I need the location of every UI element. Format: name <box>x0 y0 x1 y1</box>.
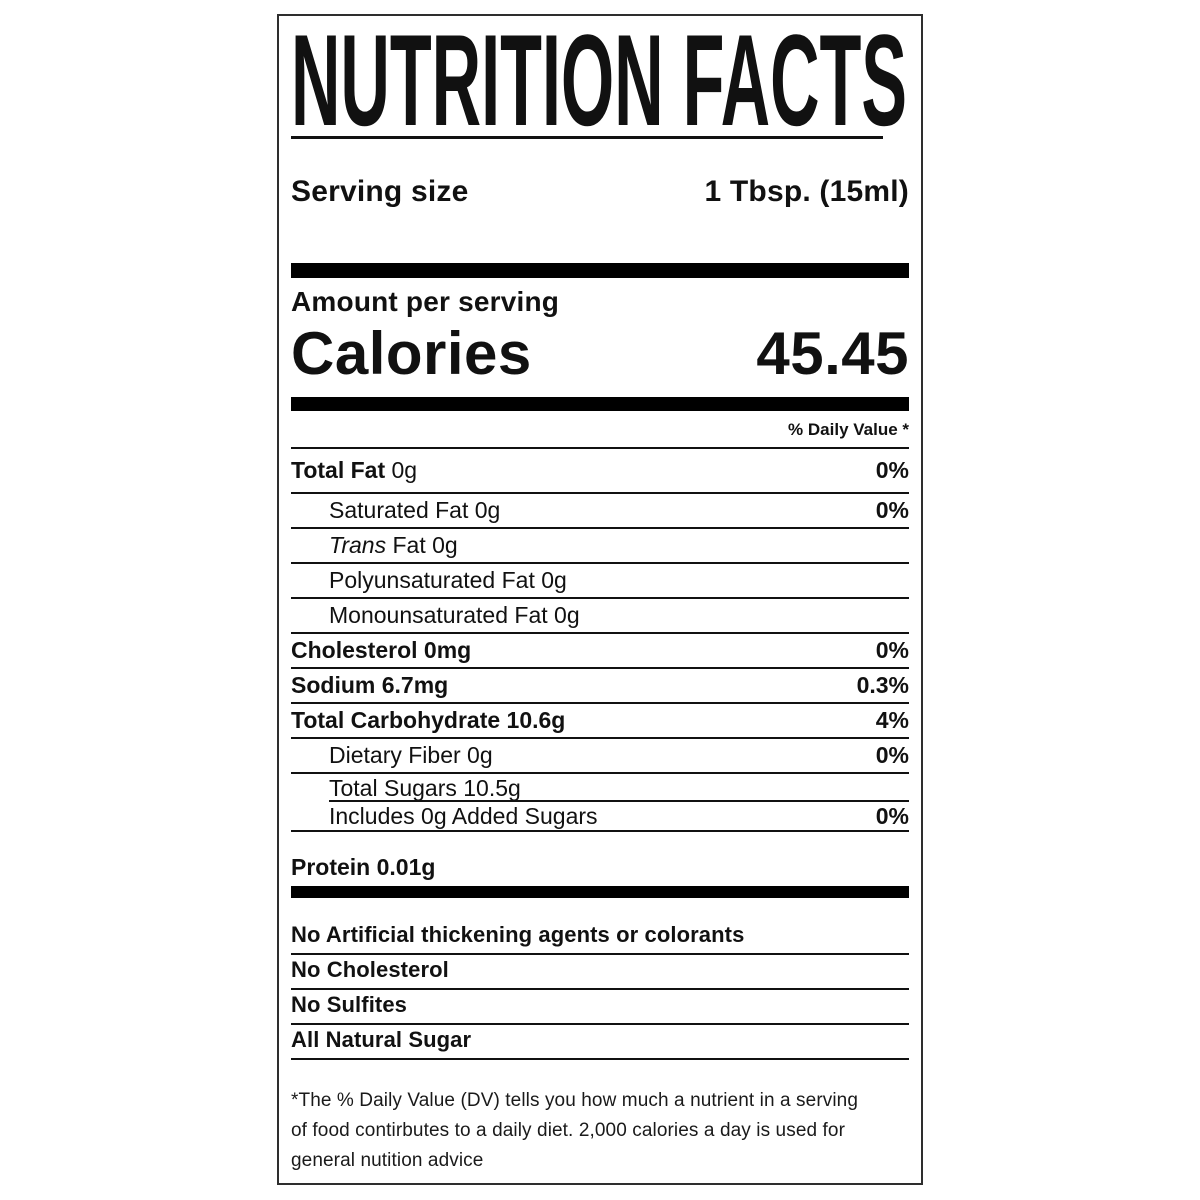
nutrient-name: Total Carbohydrate 10.6g <box>291 707 565 734</box>
nutrient-row-total-fat: Total Fat 0g 0% <box>291 449 909 494</box>
nutrient-name: Trans Fat 0g <box>291 532 458 559</box>
nutrient-name-text: Monounsaturated Fat 0g <box>329 602 580 628</box>
daily-value-header: % Daily Value * <box>788 420 909 439</box>
calories-value: 45.45 <box>756 320 909 387</box>
nutrient-dv: 0% <box>875 802 909 829</box>
footnote-line: general nutition advice <box>291 1150 484 1171</box>
nutrient-row-total-sugars: Total Sugars 10.5g <box>291 774 909 802</box>
protein-row: Protein 0.01g <box>291 854 436 880</box>
nutrient-table: Total Fat 0g 0% Saturated Fat 0g 0% Tran… <box>291 447 909 832</box>
nutrient-row-trans-fat: Trans Fat 0g <box>291 529 909 564</box>
title-rule <box>291 136 883 139</box>
nutrient-name: Cholesterol 0mg <box>291 637 471 664</box>
thick-divider-top <box>291 263 909 278</box>
nutrient-name-text: Saturated Fat 0g <box>329 497 501 523</box>
nutrient-row-monounsaturated-fat: Monounsaturated Fat 0g <box>291 599 909 634</box>
nutrient-name-text: Polyunsaturated Fat 0g <box>329 567 567 593</box>
nutrient-name-text: 0g <box>385 457 418 483</box>
label-title-text: NUTRITION FACTS <box>291 28 907 128</box>
claim-no-cholesterol: No Cholesterol <box>291 955 909 990</box>
label-title-svg: NUTRITION FACTS <box>291 28 907 128</box>
nutrient-name-bold: Total Fat <box>291 457 386 483</box>
nutrient-name-bold: Sodium 6.7mg <box>291 672 449 698</box>
nutrient-dv: 4% <box>875 707 909 733</box>
serving-size-label: Serving size <box>291 175 469 208</box>
nutrient-dv: 0% <box>875 497 909 523</box>
nutrient-row-sodium: Sodium 6.7mg 0.3% <box>291 669 909 704</box>
footnote-line: *The % Daily Value (DV) tells you how mu… <box>291 1090 858 1111</box>
thick-divider-calories <box>291 397 909 411</box>
nutrient-name-bold: Cholesterol 0mg <box>291 637 472 663</box>
nutrient-row-polyunsaturated-fat: Polyunsaturated Fat 0g <box>291 564 909 599</box>
nutrient-name: Saturated Fat 0g <box>291 497 500 524</box>
nutrient-name: Dietary Fiber 0g <box>291 742 493 769</box>
nutrient-name: Total Sugars 10.5g <box>291 775 521 802</box>
nutrient-dv: 0% <box>875 637 909 663</box>
nutrient-name-text: Dietary Fiber 0g <box>329 742 493 768</box>
footnote-line: of food contirbutes to a daily diet. 2,0… <box>291 1120 846 1141</box>
nutrient-name: Includes 0g Added Sugars <box>291 803 598 830</box>
amount-per-serving-label: Amount per serving <box>291 286 560 317</box>
nutrient-dv: 0% <box>875 742 909 768</box>
serving-size-row: Serving size 1 Tbsp. (15ml) <box>291 175 909 209</box>
nutrient-name-italic: Trans <box>329 532 387 558</box>
nutrient-dv: 0% <box>875 457 909 483</box>
claims-list: No Artificial thickening agents or color… <box>291 920 909 1060</box>
nutrient-row-total-carbohydrate: Total Carbohydrate 10.6g 4% <box>291 704 909 739</box>
nutrition-facts-label: NUTRITION FACTS Serving size 1 Tbsp. (15… <box>277 14 923 1185</box>
nutrient-name: Total Fat 0g <box>291 457 417 484</box>
nutrient-row-saturated-fat: Saturated Fat 0g 0% <box>291 494 909 529</box>
thick-divider-protein <box>291 886 909 898</box>
nutrient-name-text: Includes 0g Added Sugars <box>329 802 598 829</box>
nutrient-dv: 0.3% <box>856 672 909 698</box>
nutrient-name-text: Fat 0g <box>386 532 458 558</box>
claim-no-sulfites: No Sulfites <box>291 990 909 1025</box>
nutrient-row-added-sugars: Includes 0g Added Sugars 0% <box>291 802 909 832</box>
label-title: NUTRITION FACTS <box>291 28 909 128</box>
nutrient-name: Monounsaturated Fat 0g <box>291 602 580 629</box>
nutrient-row-cholesterol: Cholesterol 0mg 0% <box>291 634 909 669</box>
nutrient-row-dietary-fiber: Dietary Fiber 0g 0% <box>291 739 909 774</box>
claim-all-natural-sugar: All Natural Sugar <box>291 1025 909 1060</box>
claim-no-artificial-agents: No Artificial thickening agents or color… <box>291 920 909 955</box>
calories-label: Calories <box>291 320 532 387</box>
nutrient-name: Sodium 6.7mg <box>291 672 448 699</box>
nutrient-name-text: Total Sugars 10.5g <box>329 774 521 801</box>
nutrient-name-bold: Total Carbohydrate 10.6g <box>291 707 566 733</box>
nutrient-name: Polyunsaturated Fat 0g <box>291 567 567 594</box>
serving-size-value: 1 Tbsp. (15ml) <box>704 175 909 208</box>
daily-value-footnote: *The % Daily Value (DV) tells you how mu… <box>291 1086 909 1176</box>
calories-row: Calories 45.45 <box>291 322 909 385</box>
